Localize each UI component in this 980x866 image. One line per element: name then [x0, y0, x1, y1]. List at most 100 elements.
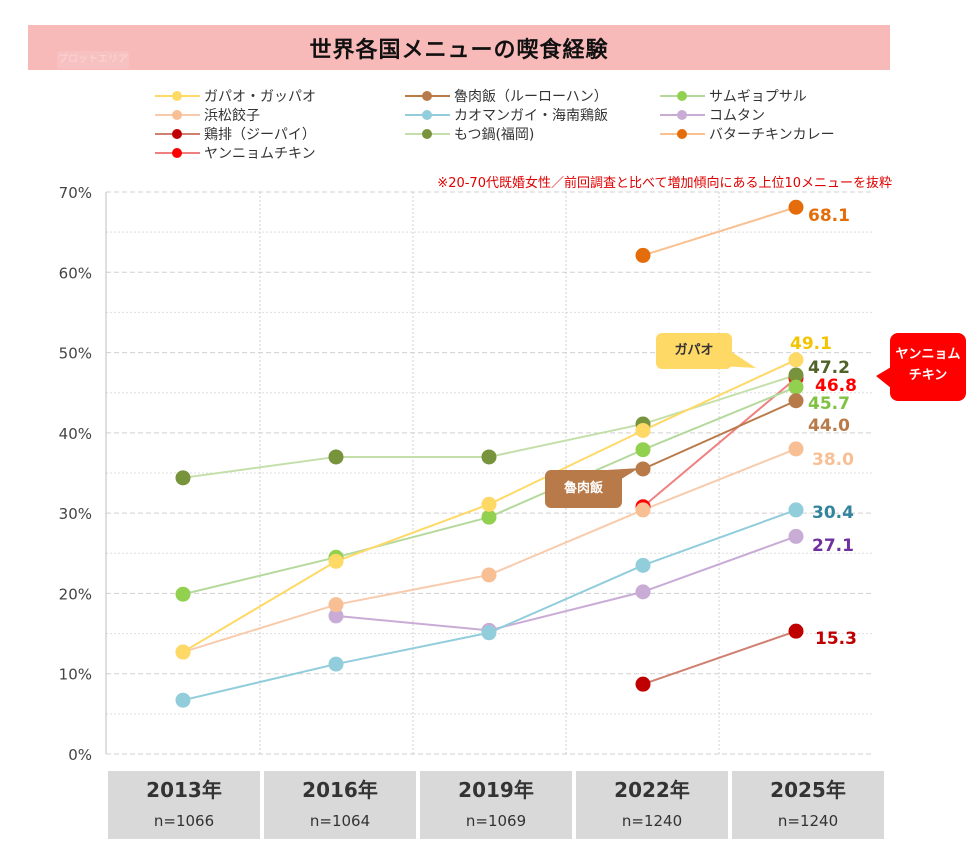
legend-label: サムギョプサル	[709, 89, 807, 105]
data-point	[788, 379, 804, 395]
chart-title: 世界各国メニューの喫食経験	[309, 37, 609, 63]
legend-item: コムタン	[660, 105, 765, 125]
data-point	[328, 608, 344, 624]
legend-label: もつ鍋(福岡)	[454, 127, 535, 143]
legend-swatch-icon	[155, 146, 200, 160]
data-point	[328, 449, 344, 465]
callout-lurou: 魯肉飯	[545, 470, 622, 508]
legend-swatch-icon	[405, 108, 450, 122]
data-point	[635, 502, 651, 518]
data-point	[635, 676, 651, 692]
callout-yangnyeom-pointer	[876, 364, 896, 392]
data-label: 46.8	[815, 376, 857, 396]
data-label: 47.2	[808, 358, 850, 378]
x-axis-cell: 2016年 n=1064	[264, 771, 416, 839]
legend-label: 鶏排（ジーパイ）	[204, 127, 316, 143]
series-line	[642, 206, 797, 257]
data-point	[175, 470, 191, 486]
legend-item: サムギョプサル	[660, 86, 807, 106]
data-point	[481, 567, 497, 583]
data-point	[481, 625, 497, 641]
plot-area-tag: プロットエリア	[57, 51, 129, 69]
series-line	[335, 535, 797, 632]
title-bar: 世界各国メニューの喫食経験	[28, 25, 890, 70]
data-point	[788, 367, 804, 383]
callout-lurou-pointer	[607, 468, 639, 488]
data-point	[788, 441, 804, 457]
legend-swatch-icon	[405, 89, 450, 103]
data-label: 68.1	[808, 206, 850, 226]
series-line	[182, 508, 797, 702]
callout-gapao-pointer	[720, 344, 756, 368]
legend-label: ガパオ・ガッパオ	[204, 89, 316, 105]
data-point	[328, 553, 344, 569]
legend-item: ガパオ・ガッパオ	[155, 86, 316, 106]
data-point	[175, 644, 191, 660]
sample-size-label: n=1064	[309, 812, 371, 830]
data-point	[635, 442, 651, 458]
legend-label: 魯肉飯（ルーローハン）	[454, 89, 608, 105]
data-point	[788, 199, 804, 215]
data-point	[635, 461, 651, 477]
x-axis-cell: 2013年 n=1066	[108, 771, 260, 839]
x-tick-label: 2022年	[614, 778, 690, 802]
x-axis-cell: 2019年 n=1069	[420, 771, 572, 839]
data-point	[788, 502, 804, 518]
legend-item: カオマンガイ・海南鶏飯	[405, 105, 608, 125]
x-tick-label: 2019年	[458, 778, 534, 802]
y-tick-label: 10%	[59, 666, 92, 684]
data-point	[175, 586, 191, 602]
legend-item: 魯肉飯（ルーローハン）	[405, 86, 608, 106]
y-tick-label: 30%	[59, 505, 92, 523]
data-point	[481, 449, 497, 465]
data-point	[788, 528, 804, 544]
y-tick-label: 20%	[59, 585, 92, 603]
legend-swatch-icon	[660, 108, 705, 122]
legend-swatch-icon	[155, 127, 200, 141]
data-point	[481, 496, 497, 512]
series-line	[642, 630, 797, 686]
y-tick-label: 0%	[68, 746, 92, 764]
legend-swatch-icon	[660, 127, 705, 141]
data-label: 30.4	[812, 503, 854, 523]
callout-gapao: ガパオ	[656, 333, 732, 369]
legend-swatch-icon	[405, 127, 450, 141]
data-label: 38.0	[812, 450, 854, 470]
sample-size-label: n=1240	[777, 812, 839, 830]
callout-yangnyeom-line1: ヤンニョム	[895, 347, 961, 362]
y-tick-label: 60%	[59, 264, 92, 282]
legend-label: コムタン	[709, 108, 765, 124]
legend-label: バターチキンカレー	[709, 127, 835, 143]
callout-yangnyeom-line2: チキン	[908, 368, 948, 383]
x-axis-cell: 2022年 n=1240	[576, 771, 728, 839]
callout-yangnyeom: ヤンニョム チキン	[890, 333, 966, 401]
legend-label: 浜松餃子	[204, 108, 260, 124]
data-point	[328, 597, 344, 613]
legend-item: バターチキンカレー	[660, 124, 835, 144]
data-point	[328, 656, 344, 672]
callout-lurou-text: 魯肉飯	[563, 481, 603, 496]
legend-label: カオマンガイ・海南鶏飯	[454, 108, 608, 124]
data-point	[635, 422, 651, 438]
data-point	[635, 247, 651, 263]
data-label: 49.1	[790, 334, 832, 354]
data-point	[635, 557, 651, 573]
callout-gapao-text: ガパオ	[674, 343, 714, 358]
footnote: ※20-70代既婚女性／前回調査と比べて増加傾向にある上位10メニューを抜粋	[437, 176, 892, 191]
data-label: 15.3	[815, 629, 857, 649]
data-label: 45.7	[808, 394, 850, 414]
series-line	[642, 399, 797, 470]
legend-item: 浜松餃子	[155, 105, 260, 125]
legend-item: ヤンニョムチキン	[155, 143, 316, 163]
data-point	[788, 393, 804, 409]
y-tick-label: 40%	[59, 425, 92, 443]
sample-size-label: n=1240	[621, 812, 683, 830]
data-point	[788, 352, 804, 368]
x-tick-label: 2025年	[770, 778, 846, 802]
x-tick-label: 2013年	[146, 778, 222, 802]
legend-label: ヤンニョムチキン	[204, 146, 316, 162]
sample-size-label: n=1069	[465, 812, 527, 830]
series-line	[642, 377, 797, 508]
data-point	[788, 623, 804, 639]
